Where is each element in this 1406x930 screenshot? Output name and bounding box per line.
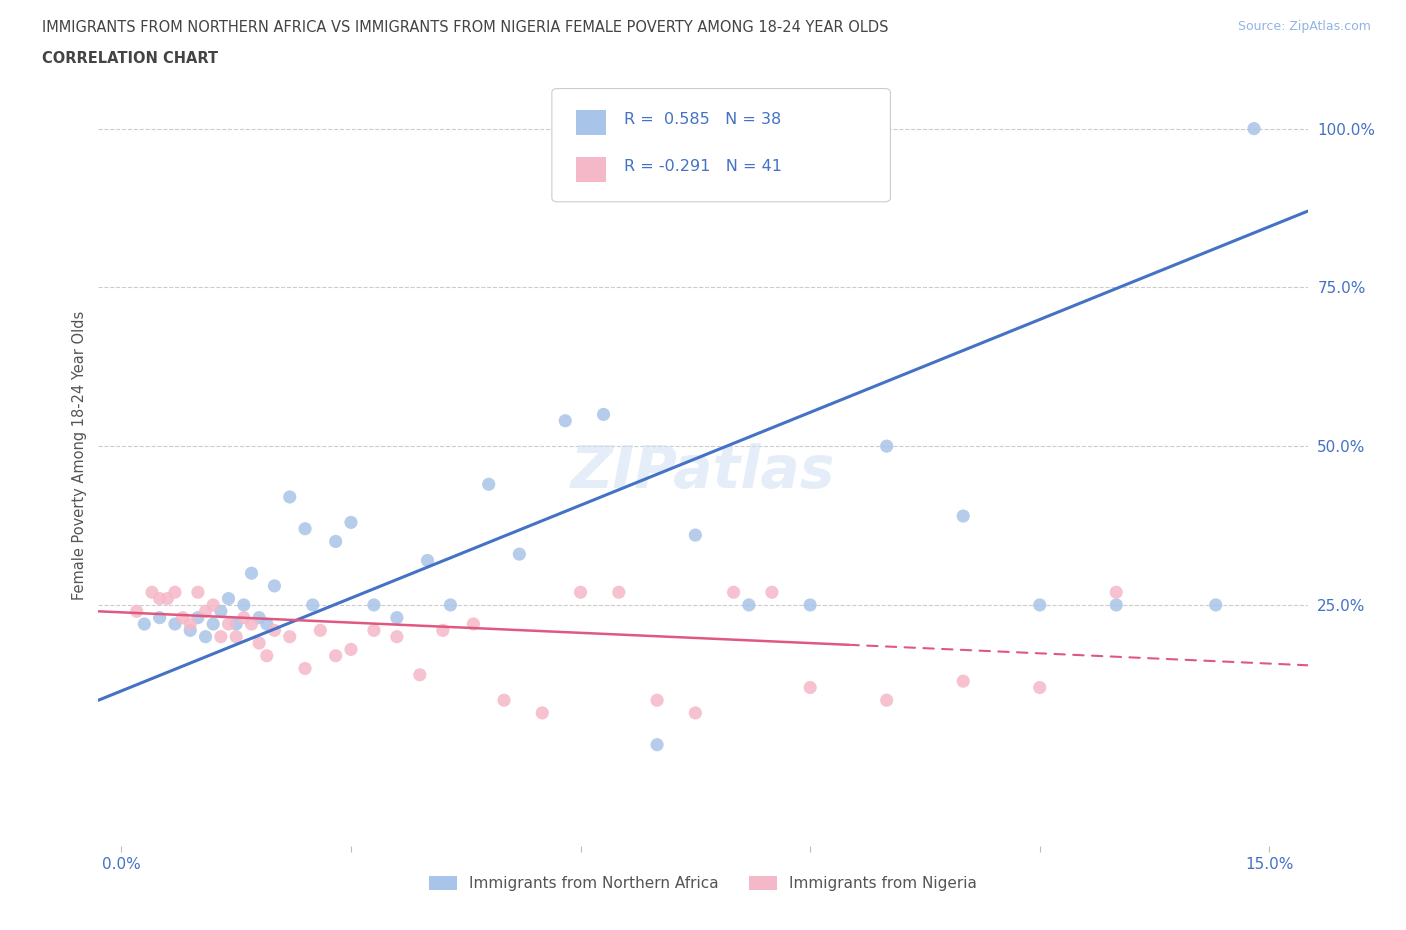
Text: R =  0.585   N = 38: R = 0.585 N = 38 bbox=[624, 113, 782, 127]
Point bbox=[799, 597, 821, 612]
Point bbox=[531, 706, 554, 721]
Point bbox=[385, 630, 408, 644]
Point bbox=[141, 585, 163, 600]
Y-axis label: Female Poverty Among 18-24 Year Olds: Female Poverty Among 18-24 Year Olds bbox=[72, 311, 87, 601]
Point bbox=[607, 585, 630, 600]
FancyBboxPatch shape bbox=[576, 157, 606, 182]
Point bbox=[723, 585, 745, 600]
Point bbox=[1028, 680, 1050, 695]
Point bbox=[194, 604, 217, 618]
Point bbox=[209, 604, 232, 618]
Text: ZIPatlas: ZIPatlas bbox=[571, 443, 835, 499]
Point bbox=[240, 617, 263, 631]
Point bbox=[247, 635, 270, 650]
Point bbox=[125, 604, 148, 618]
FancyBboxPatch shape bbox=[553, 88, 890, 202]
Point bbox=[172, 610, 194, 625]
Point bbox=[218, 617, 240, 631]
Point bbox=[385, 610, 408, 625]
FancyBboxPatch shape bbox=[576, 110, 606, 136]
Point bbox=[278, 630, 301, 644]
Point bbox=[301, 597, 323, 612]
Point bbox=[325, 648, 347, 663]
Point bbox=[232, 610, 254, 625]
Point bbox=[256, 617, 278, 631]
Point bbox=[156, 591, 179, 606]
Point bbox=[592, 407, 614, 422]
Point bbox=[645, 737, 668, 752]
Point bbox=[1028, 597, 1050, 612]
Text: IMMIGRANTS FROM NORTHERN AFRICA VS IMMIGRANTS FROM NIGERIA FEMALE POVERTY AMONG : IMMIGRANTS FROM NORTHERN AFRICA VS IMMIG… bbox=[42, 20, 889, 35]
Point bbox=[263, 578, 285, 593]
Point bbox=[1105, 585, 1128, 600]
Point bbox=[187, 610, 209, 625]
Point bbox=[247, 610, 270, 625]
Point bbox=[685, 706, 707, 721]
Point bbox=[645, 693, 668, 708]
Point bbox=[209, 630, 232, 644]
Point bbox=[179, 623, 201, 638]
Point bbox=[232, 597, 254, 612]
Point bbox=[363, 623, 385, 638]
Point bbox=[278, 489, 301, 504]
Point bbox=[952, 509, 974, 524]
Point bbox=[416, 553, 439, 568]
Point bbox=[463, 617, 485, 631]
Point bbox=[194, 630, 217, 644]
Text: Source: ZipAtlas.com: Source: ZipAtlas.com bbox=[1237, 20, 1371, 33]
Point bbox=[439, 597, 461, 612]
Point bbox=[225, 617, 247, 631]
Point bbox=[363, 597, 385, 612]
Point bbox=[432, 623, 454, 638]
Point bbox=[478, 477, 501, 492]
Point bbox=[202, 617, 225, 631]
Point bbox=[952, 673, 974, 688]
Point bbox=[685, 527, 707, 542]
Point bbox=[294, 661, 316, 676]
Point bbox=[325, 534, 347, 549]
Point bbox=[799, 680, 821, 695]
Point bbox=[163, 585, 186, 600]
Point bbox=[569, 585, 592, 600]
Point bbox=[187, 585, 209, 600]
Text: CORRELATION CHART: CORRELATION CHART bbox=[42, 51, 218, 66]
Point bbox=[1105, 597, 1128, 612]
Point bbox=[876, 693, 898, 708]
Point bbox=[202, 597, 225, 612]
Point bbox=[149, 591, 172, 606]
Point bbox=[134, 617, 156, 631]
Point bbox=[738, 597, 761, 612]
Text: R = -0.291   N = 41: R = -0.291 N = 41 bbox=[624, 159, 782, 174]
Point bbox=[876, 439, 898, 454]
Point bbox=[179, 617, 201, 631]
Point bbox=[163, 617, 186, 631]
Point bbox=[256, 648, 278, 663]
Point bbox=[263, 623, 285, 638]
Point bbox=[340, 642, 363, 657]
Point bbox=[508, 547, 530, 562]
Point bbox=[340, 515, 363, 530]
Point bbox=[294, 522, 316, 537]
Point bbox=[761, 585, 783, 600]
Legend: Immigrants from Northern Africa, Immigrants from Nigeria: Immigrants from Northern Africa, Immigra… bbox=[423, 870, 983, 897]
Point bbox=[554, 413, 576, 428]
Point bbox=[225, 630, 247, 644]
Point bbox=[309, 623, 332, 638]
Point bbox=[409, 668, 432, 683]
Point bbox=[492, 693, 515, 708]
Point bbox=[240, 565, 263, 580]
Point bbox=[1243, 121, 1265, 136]
Point bbox=[1205, 597, 1227, 612]
Point bbox=[218, 591, 240, 606]
Point bbox=[149, 610, 172, 625]
